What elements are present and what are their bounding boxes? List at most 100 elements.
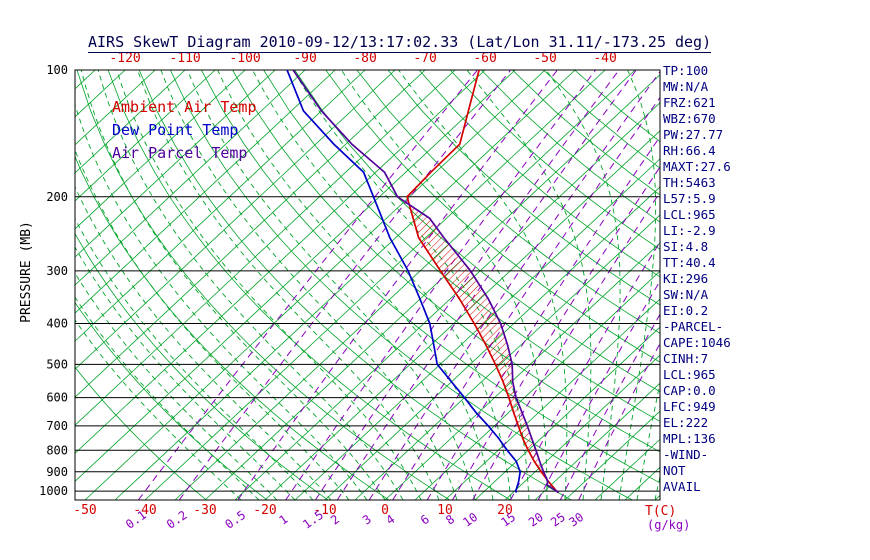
isotherm-line [75,70,186,174]
mixing-ratio-line [285,70,596,500]
dry-adiabat-line [418,70,660,278]
background-lines [75,70,660,500]
bottom-temp-tick-label: -50 [73,503,96,518]
bottom-temp-tick-label: 20 [497,503,513,518]
top-temp-tick-label: -80 [353,51,376,66]
pressure-tick-label: 600 [46,391,68,405]
isotherm-line [75,70,396,370]
mixing-ratio-line [392,96,660,500]
cape-hatch-area [408,204,549,482]
moist-adiabat-line [398,70,568,500]
dry-adiabat-line [75,366,207,500]
dry-adiabat-line [232,70,660,453]
mixing-ratio-line [426,135,660,500]
stats-line: LI:-2.9 [663,223,716,238]
isotherm-line [174,70,636,500]
stats-line: SW:N/A [663,287,709,302]
mixing-ratio-tick-label: 8 [443,512,457,528]
top-temp-tick-label: -90 [293,51,316,66]
mixing-ratio-tick-label: 4 [383,512,397,528]
curve-dew-point-temp [286,70,522,493]
pressure-tick-label: 100 [46,63,68,77]
stats-line: EL:222 [663,415,709,430]
moist-adiabat-line [75,148,350,500]
stats-line: AVAIL [663,479,701,494]
moist-adiabat-line [75,103,368,500]
isotherm-line [384,242,660,500]
bottom-temp-tick-label: -20 [253,503,276,518]
pressure-tick-label: 700 [46,419,68,433]
isotherm-line [75,70,426,398]
isotherm-line [75,70,486,454]
moist-adiabat-line [618,70,657,500]
top-temp-tick-label: -50 [533,51,556,66]
isotherm-line [504,354,660,500]
mixing-ratio-line [510,241,660,500]
plot-frame [74,69,661,501]
chart-title-text: AIRS SkewT Diagram 2010-09-12/13:17:02.3… [88,33,712,53]
dry-adiabat-line [387,70,660,306]
isotherm-line [624,466,660,500]
stats-line: -WIND- [663,447,709,462]
isotherm-line [264,130,660,500]
mixing-ratio-tick-label: 25 [548,510,568,530]
mixing-ratio-line [137,70,478,500]
isotherm-line [75,70,456,426]
legend: Ambient Air Temp Dew Point Temp Air Parcel… [112,96,257,165]
moist-adiabat-line [75,319,242,500]
dry-adiabat-line [325,70,660,363]
top-temp-tick-label: -60 [473,51,496,66]
stats-line: MW:N/A [663,79,709,94]
stats-line: EI:0.2 [663,303,709,318]
top-temp-tick-label: -100 [229,51,260,66]
stats-line: MAXT:27.6 [663,159,731,174]
bottom-temp-tick-label: -30 [193,503,216,518]
stats-line: -PARCEL- [663,319,724,334]
top-temp-tick-label: -110 [169,51,200,66]
isotherm-line [594,438,660,500]
moist-adiabat-line [160,70,458,500]
mixing-ratio-tick-label: 2 [328,512,342,528]
moist-adiabat-line [466,70,592,500]
stats-line: LCL:965 [663,207,716,222]
stats-line: CINH:7 [663,351,709,366]
moist-adiabat-line [217,70,494,500]
bottom-temp-tick-label: -10 [313,503,336,518]
mixing-ratio-line [452,166,660,500]
stats-line: PW:27.77 [663,127,724,142]
curve-ambient-air-temp [406,70,560,494]
moist-adiabat-line [75,296,260,500]
moist-adiabat-line [341,70,548,500]
isotherm-line [114,70,576,500]
isotherm-line [204,74,660,500]
legend-item-air-parcel-temp: Air Parcel Temp [112,144,248,162]
mixing-ratio-tick-label: 3 [360,512,374,528]
mixing-ratio-line [578,342,660,500]
moist-adiabat-line [186,70,476,500]
curve-air-parcel-temp [292,70,560,494]
moist-adiabat-line [636,380,660,500]
mixing-ratio-unit-label: (g/kg) [647,518,690,532]
mixing-ratio-line [336,70,637,500]
dry-adiabat-line [107,70,511,500]
mixing-ratio-line [178,70,511,500]
dry-adiabat-line [76,70,450,500]
legend-item-dew-point-temp: Dew Point Temp [112,121,239,139]
stats-line: NOT [663,463,686,478]
dry-adiabat-line [263,70,660,422]
pressure-tick-label: 200 [46,190,68,204]
dry-adiabat-line [75,301,268,500]
isotherm-line [474,326,660,500]
mixing-ratio-line [537,280,660,500]
mixing-ratio-tick-label: 10 [460,510,480,530]
dry-adiabat-line [75,232,329,500]
moist-adiabat-line [75,246,296,500]
legend-item-ambient-air-temp: Ambient Air Temp [112,98,257,116]
mixing-ratio-tick-label: 30 [566,510,586,530]
chart-title: AIRS SkewT Diagram 2010-09-12/13:17:02.3… [88,33,712,53]
moist-adiabat-line [75,272,278,500]
isotherm-line [294,158,660,500]
isotherm-line [75,70,336,314]
stats-line: RH:66.4 [663,143,716,158]
